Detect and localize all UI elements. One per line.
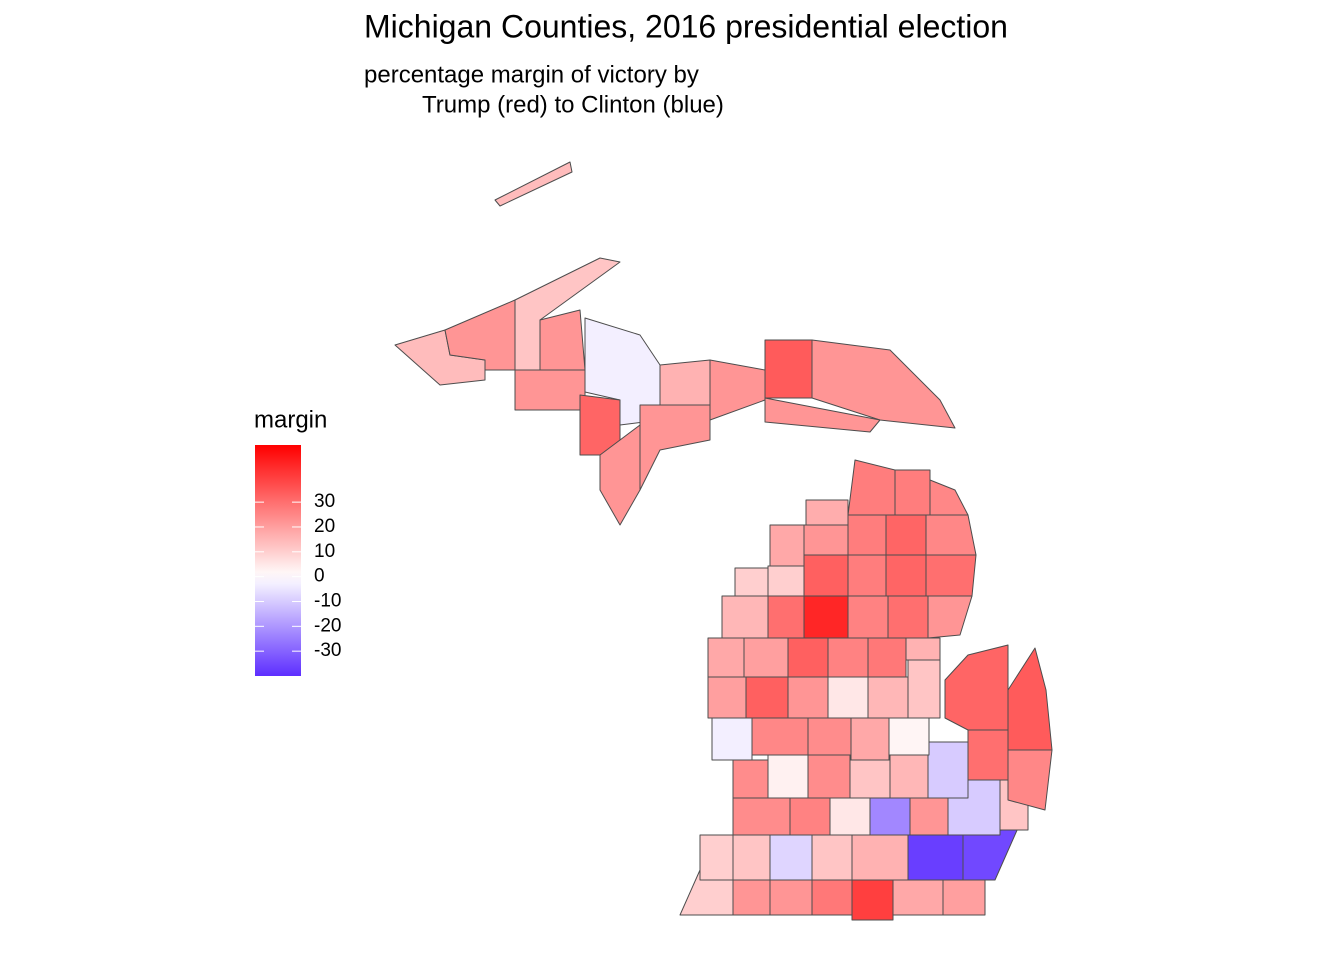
county [907,834,964,881]
county [709,359,766,421]
county [905,637,941,661]
county [889,754,929,799]
title: Michigan Counties, 2016 presidential ele… [364,8,1008,44]
county [927,741,969,799]
legend-label: 30 [314,491,335,512]
county [851,834,909,881]
county [787,637,829,678]
county [892,879,944,916]
county [925,514,977,556]
county [967,729,1009,781]
county [494,161,573,207]
county [639,404,711,491]
subtitle: Trump (red) to Clinton (blue) [422,91,724,118]
county [867,637,907,678]
legend-colorbar [255,445,301,676]
county [803,524,849,556]
county [885,554,927,597]
county [847,459,896,516]
county [764,397,881,433]
county [514,369,586,411]
county [867,676,909,719]
county [942,879,986,916]
county [888,717,930,756]
county [539,309,586,371]
county [734,567,769,597]
county [803,595,849,639]
legend-label: -10 [314,590,341,611]
county [767,595,805,639]
county [847,514,887,556]
county [927,595,973,639]
county [711,717,753,761]
county [944,644,1009,731]
county [599,424,641,526]
county [732,797,791,836]
county [847,554,887,597]
county [869,797,911,836]
county [707,637,745,678]
county [827,637,869,678]
county [769,524,805,567]
county [769,879,813,916]
county [805,499,849,526]
county [827,676,869,719]
county [767,565,805,597]
legend-label: 0 [314,566,325,587]
county [743,637,789,678]
county [699,834,734,881]
legend-title: margin [254,406,327,433]
county [732,834,771,881]
county [769,834,813,881]
county [887,595,929,639]
county [764,339,813,399]
county [929,479,969,516]
legend-label: -30 [314,640,341,661]
county [745,676,789,719]
county [732,759,769,799]
county [787,676,829,719]
county [721,595,769,639]
county [751,717,809,756]
county [1007,749,1053,811]
county [909,797,949,836]
legend-label: 10 [314,541,335,562]
county [732,879,771,916]
county [885,514,927,556]
county [925,554,977,597]
county [707,676,753,719]
county [829,797,871,836]
county [803,554,849,597]
legend-label: 20 [314,516,335,537]
county [807,717,852,756]
subtitle: percentage margin of victory by [364,61,699,88]
county [807,754,851,799]
county [1007,647,1053,751]
county [811,339,956,429]
county [847,595,889,639]
county [907,659,941,719]
county [894,469,931,516]
county [962,827,1019,881]
county [811,879,853,916]
county [849,759,891,799]
county [811,834,853,881]
county [789,797,831,836]
legend-label: -20 [314,615,341,636]
county [851,879,894,921]
county [850,717,890,761]
county [659,359,711,406]
